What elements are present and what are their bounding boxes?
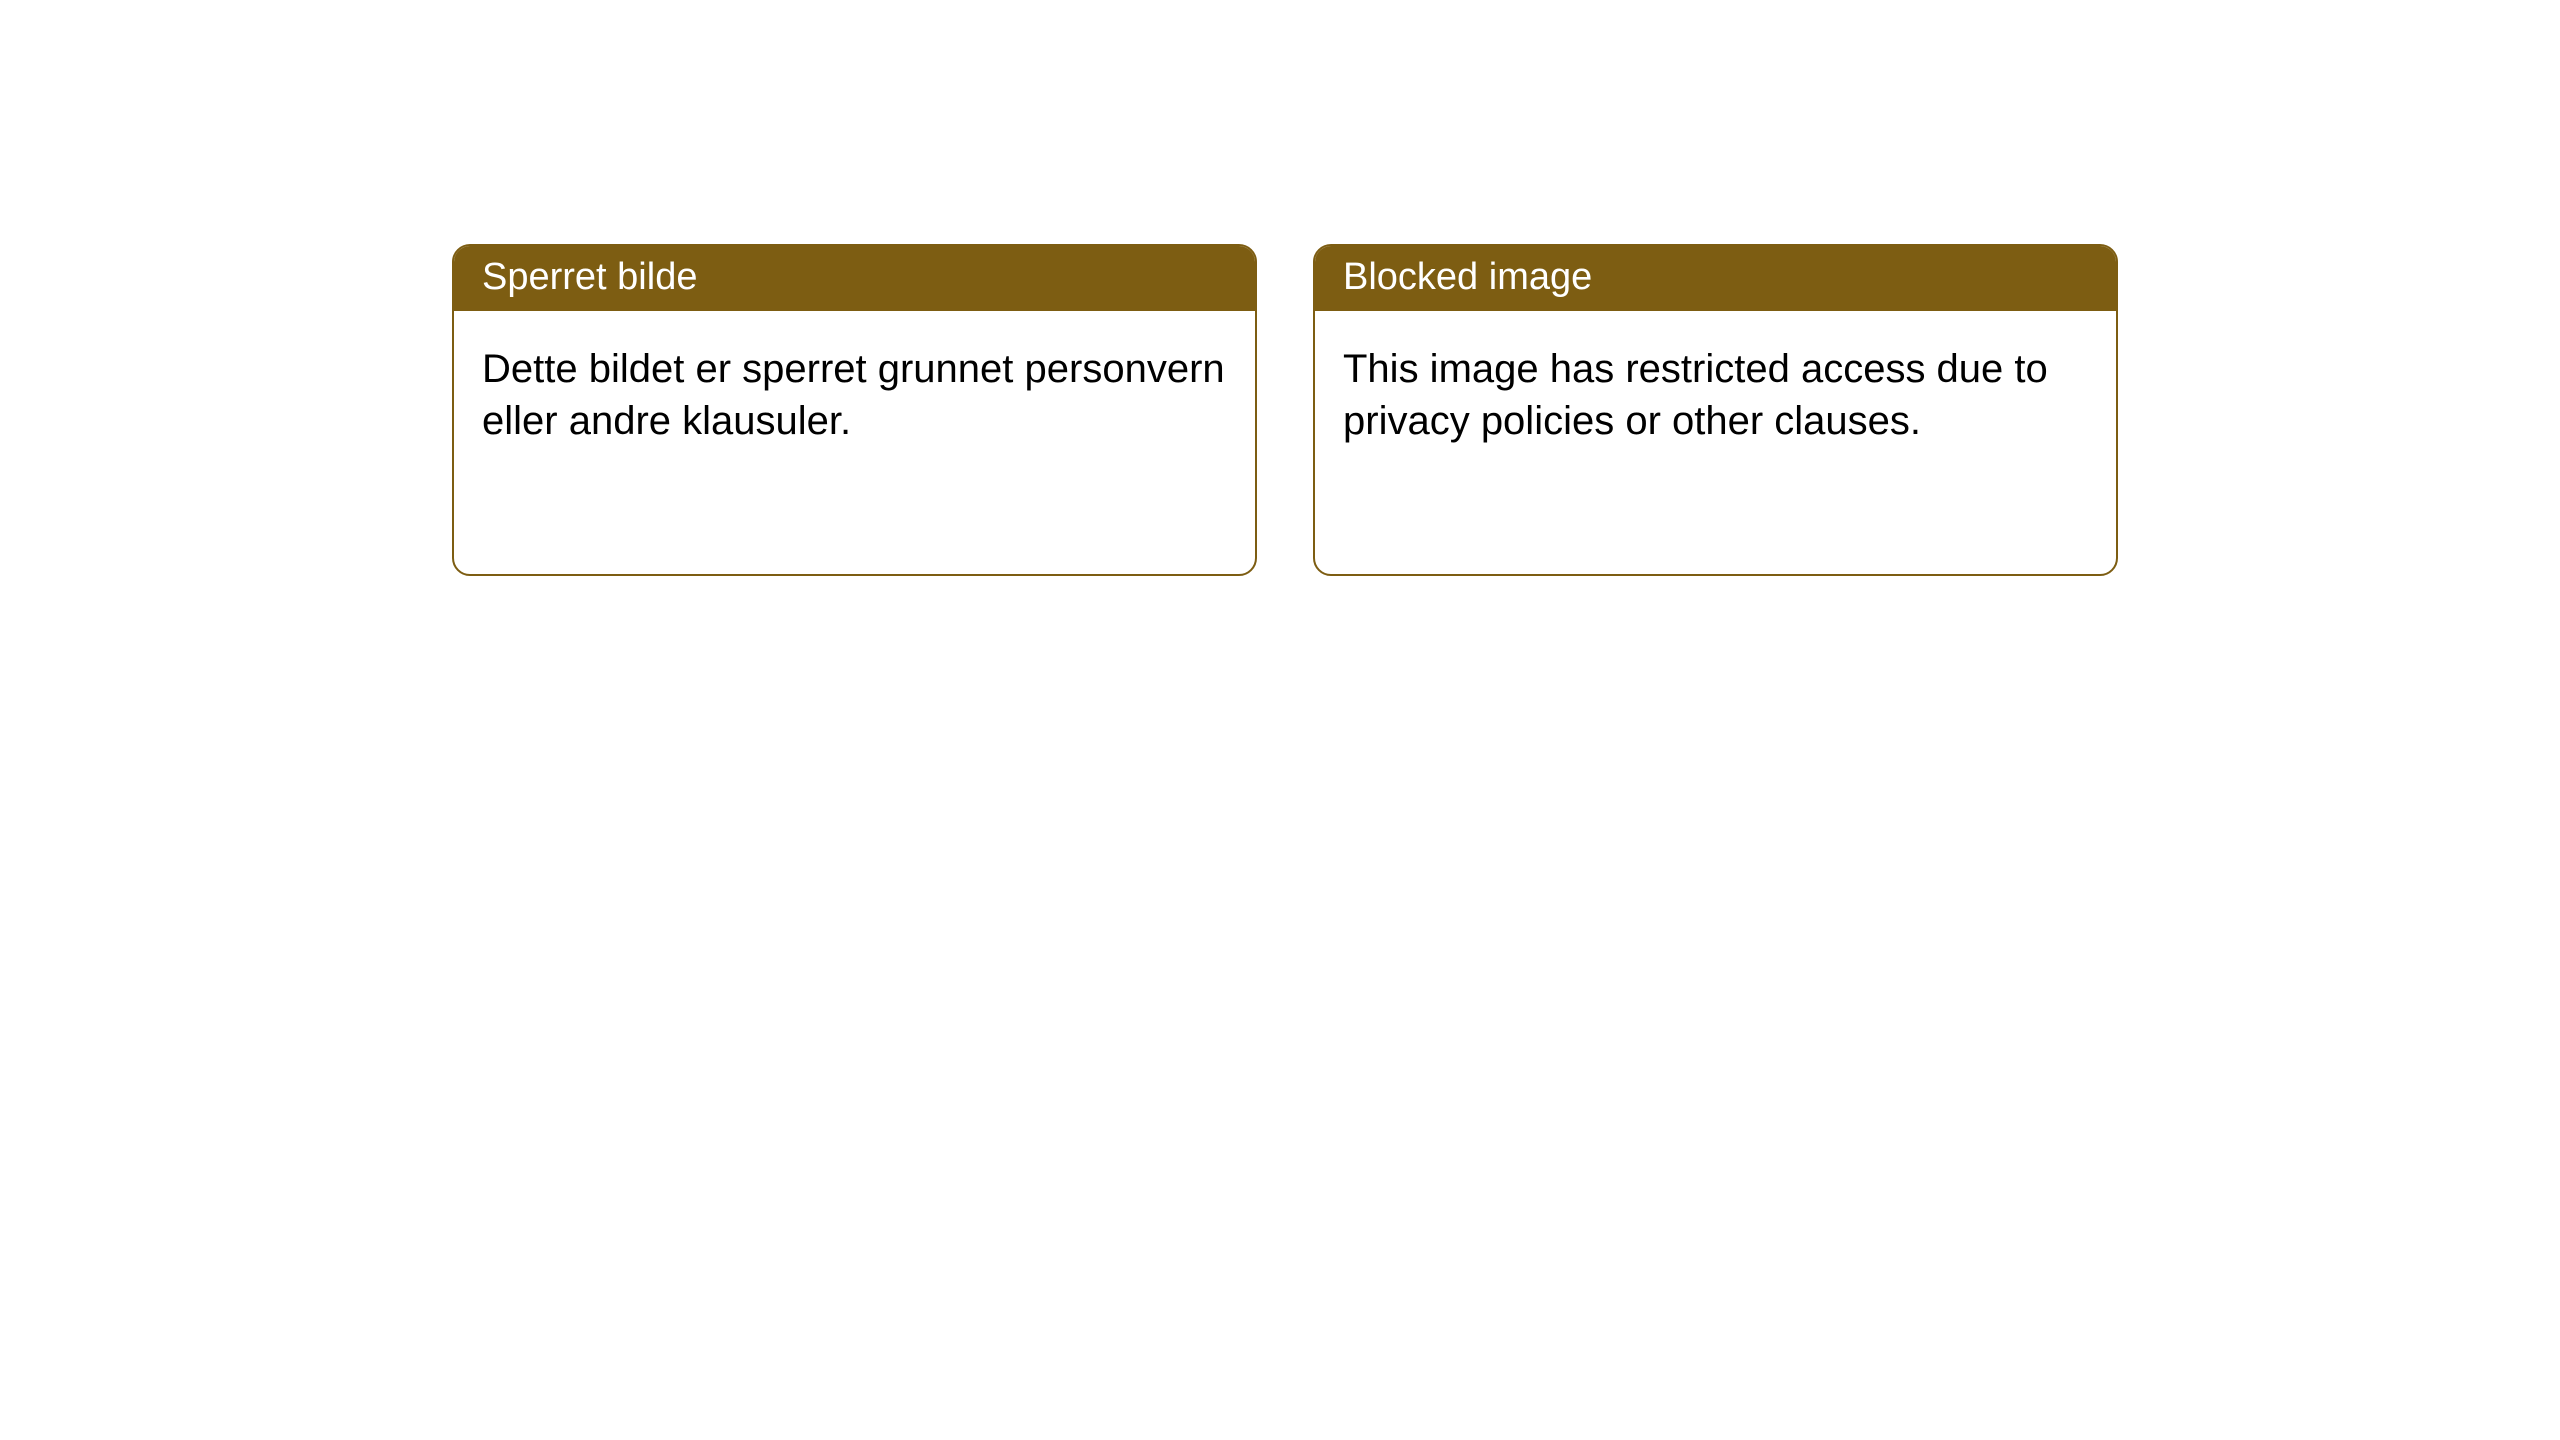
notice-title-norwegian: Sperret bilde <box>454 246 1255 311</box>
notice-message-norwegian: Dette bildet er sperret grunnet personve… <box>454 311 1255 479</box>
notice-message-english: This image has restricted access due to … <box>1315 311 2116 479</box>
notice-container: Sperret bilde Dette bildet er sperret gr… <box>0 0 2560 576</box>
notice-card-english: Blocked image This image has restricted … <box>1313 244 2118 576</box>
notice-title-english: Blocked image <box>1315 246 2116 311</box>
notice-card-norwegian: Sperret bilde Dette bildet er sperret gr… <box>452 244 1257 576</box>
